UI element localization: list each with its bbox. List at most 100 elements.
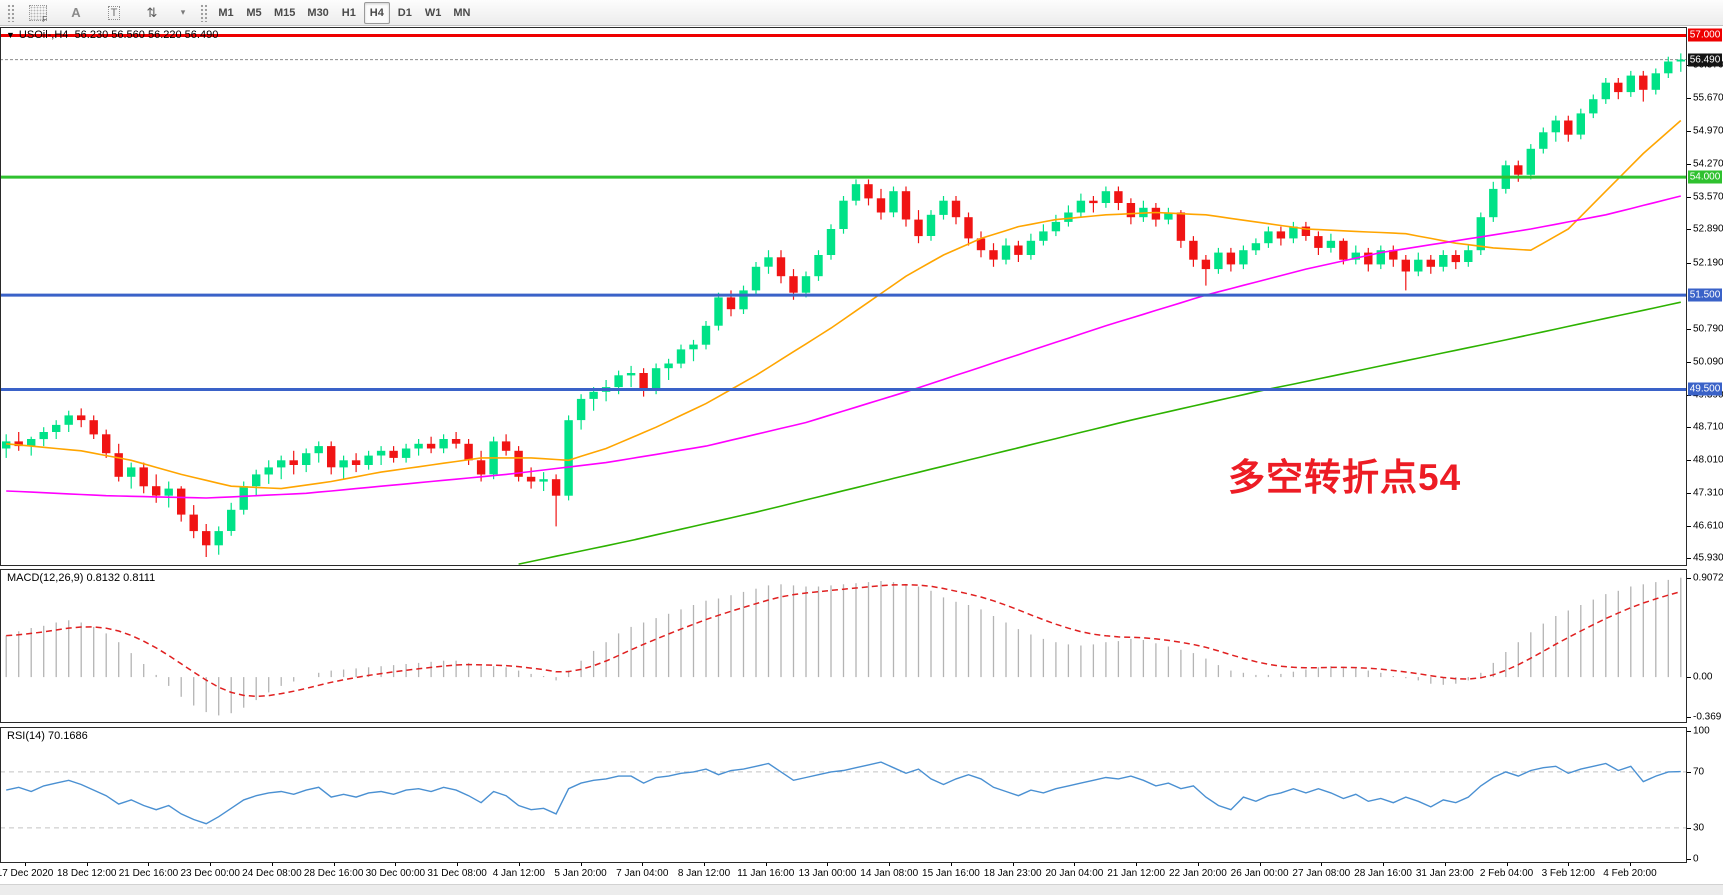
axis-tick-mark — [1687, 677, 1691, 679]
ma-mid-magenta — [6, 195, 1681, 499]
rsi-panel: RSI(14) 70.1686 — [0, 727, 1687, 863]
axis-tick-mark — [1687, 328, 1691, 330]
timeframe-toolbar-handle[interactable] — [200, 3, 207, 22]
time-axis[interactable]: 17 Dec 2020 18 Dec 12:00 21 Dec 16:00 23 De… — [0, 863, 1687, 884]
axis-tick-mark — [1687, 578, 1691, 580]
arrows-dropdown-icon[interactable]: ▾ — [172, 1, 194, 25]
time-axis-label: 23 Dec 00:00 — [180, 868, 240, 879]
time-tick-mark — [333, 863, 335, 866]
time-tick-mark — [1383, 863, 1385, 866]
time-tick-mark — [1506, 863, 1508, 866]
hline-price-badge: 54.000 — [1688, 170, 1722, 184]
text-label-glyph: T — [107, 5, 121, 20]
timeframe-button-h1[interactable]: H1 — [336, 2, 362, 24]
time-tick-mark — [86, 863, 88, 866]
time-tick-mark — [1197, 863, 1199, 866]
time-axis-label: 22 Jan 20:00 — [1168, 868, 1227, 879]
time-axis-label: 4 Jan 12:00 — [492, 868, 545, 879]
time-tick-mark — [889, 863, 891, 866]
text-icon[interactable]: A — [58, 1, 94, 25]
axis-tick-label: 50.790 — [1693, 323, 1723, 335]
axis-tick-label: -0.369 — [1693, 711, 1722, 723]
time-tick-mark — [395, 863, 397, 866]
window-bottom-strip — [0, 884, 1723, 895]
time-axis-label: 17 Dec 2020 — [0, 868, 54, 879]
time-axis-label: 7 Jan 04:00 — [616, 868, 669, 879]
toolbar-drag-handle[interactable] — [7, 3, 14, 22]
arrows-icon[interactable]: ⇅ — [134, 1, 170, 25]
time-tick-mark — [827, 863, 829, 866]
time-axis-label: 26 Jan 00:00 — [1230, 868, 1289, 879]
time-tick-mark — [1259, 863, 1261, 866]
timeframe-button-m15[interactable]: M15 — [269, 2, 300, 24]
price-panel: ▼ USOil-,H4 56.230 56.560 56.220 56.490 — [0, 27, 1687, 566]
hline-price-badge: 51.500 — [1688, 288, 1722, 302]
price-axis[interactable]: 56.37055.67054.97054.27053.57052.89052.1… — [1687, 26, 1723, 886]
time-axis-label: 18 Dec 12:00 — [56, 868, 117, 879]
time-tick-mark — [1074, 863, 1076, 866]
text-icon-glyph: A — [71, 5, 81, 20]
time-tick-mark — [210, 863, 212, 866]
time-tick-mark — [1012, 863, 1014, 866]
timeframe-button-h4[interactable]: H4 — [363, 1, 390, 24]
time-axis-label: 4 Feb 20:00 — [1603, 868, 1657, 879]
axis-tick-mark — [1687, 492, 1691, 494]
time-axis-label: 2 Feb 04:00 — [1479, 868, 1534, 879]
time-axis-label: 11 Jan 16:00 — [737, 868, 795, 879]
hline-price-badge: 57.000 — [1688, 28, 1722, 42]
fibo-grid-icon[interactable]: F — [20, 1, 56, 25]
time-axis-label: 8 Jan 12:00 — [677, 868, 731, 879]
axis-tick-label: 47.310 — [1693, 487, 1723, 499]
time-tick-mark — [1568, 863, 1570, 866]
axis-tick-label: 54.970 — [1693, 125, 1723, 137]
time-tick-mark — [1136, 863, 1138, 866]
rsi-plot[interactable] — [0, 727, 1687, 863]
price-plot[interactable] — [0, 27, 1687, 566]
text-label-icon[interactable]: T — [96, 1, 132, 25]
ohlc-values: 56.230 56.560 56.220 56.490 — [74, 29, 219, 41]
time-tick-mark — [148, 863, 150, 866]
time-tick-mark — [765, 863, 767, 866]
time-axis-label: 20 Jan 04:00 — [1045, 868, 1104, 879]
time-tick-mark — [950, 863, 952, 866]
axis-tick-label: 53.570 — [1693, 191, 1723, 203]
time-tick-mark — [704, 863, 706, 866]
time-tick-mark — [1321, 863, 1323, 866]
time-tick-mark — [518, 863, 520, 866]
time-axis-label: 31 Dec 08:00 — [427, 868, 487, 879]
timeframe-button-mn[interactable]: MN — [448, 2, 475, 24]
hline-price-badge: 49.500 — [1688, 382, 1722, 396]
axis-tick-label: 0 — [1693, 853, 1699, 865]
axis-tick-label: 52.190 — [1693, 257, 1723, 269]
axis-tick-mark — [1687, 459, 1691, 461]
timeframe-button-d1[interactable]: D1 — [392, 2, 418, 24]
axis-tick-label: 48.710 — [1693, 421, 1723, 433]
time-tick-mark — [1444, 863, 1446, 866]
time-axis-label: 15 Jan 16:00 — [922, 868, 980, 879]
macd-label: MACD(12,26,9) 0.8132 0.8111 — [7, 572, 156, 584]
time-tick-mark — [457, 863, 459, 866]
axis-tick-label: 70 — [1693, 766, 1705, 778]
timeframe-button-m1[interactable]: M1 — [213, 2, 239, 24]
time-tick-mark — [271, 863, 273, 866]
time-axis-label: 13 Jan 00:00 — [798, 868, 857, 879]
timeframe-button-m5[interactable]: M5 — [241, 2, 267, 24]
time-axis-label: 28 Dec 16:00 — [303, 868, 364, 879]
axis-tick-mark — [1687, 731, 1691, 732]
axis-tick-label: 52.890 — [1693, 223, 1723, 235]
axis-tick-mark — [1687, 131, 1691, 133]
symbol-period-label: USOil-,H4 — [18, 29, 69, 41]
macd-plot[interactable] — [0, 569, 1687, 723]
axis-tick-mark — [1687, 262, 1691, 264]
toolbar: F A T ⇅ ▾ M1 M5 M15 M30 H1 H4 D1 W1 MN — [0, 0, 1723, 26]
time-axis-label: 21 Dec 16:00 — [118, 868, 179, 879]
timeframe-button-m30[interactable]: M30 — [302, 2, 333, 24]
axis-tick-mark — [1687, 859, 1691, 860]
timeframe-button-w1[interactable]: W1 — [420, 2, 447, 24]
axis-tick-mark — [1687, 164, 1691, 166]
time-axis-label: 24 Dec 08:00 — [242, 868, 302, 879]
axis-tick-label: 54.270 — [1693, 158, 1723, 170]
current-price-badge: 56.490 — [1688, 53, 1722, 67]
chart-text-annotation[interactable]: 多空转折点54 — [1228, 457, 1462, 498]
axis-tick-label: 30 — [1693, 822, 1705, 834]
